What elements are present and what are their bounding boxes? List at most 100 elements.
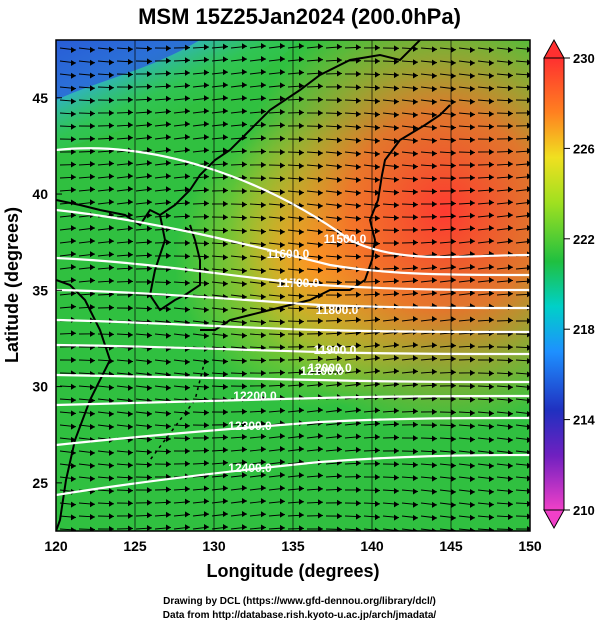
wind-arrow (135, 83, 153, 90)
wind-arrow (97, 526, 115, 531)
wind-arrow (477, 85, 495, 92)
wind-arrow (192, 56, 210, 63)
wind-arrow (59, 238, 77, 245)
x-axis-ticks: 120 125 130 135 140 145 150 (44, 538, 542, 554)
wind-arrow (420, 448, 438, 455)
wind-arrow (78, 501, 96, 508)
y-tick-label: 30 (32, 379, 48, 395)
wind-arrow (116, 512, 134, 519)
wind-arrow (97, 84, 115, 91)
wind-arrow (230, 254, 248, 261)
wind-arrow (230, 121, 248, 128)
wind-arrow (230, 134, 248, 141)
wind-arrow (287, 96, 305, 103)
wind-arrow (116, 278, 134, 285)
wind-arrow (154, 134, 172, 141)
wind-arrow (306, 176, 324, 183)
wind-arrow (496, 501, 514, 508)
wind-arrow (420, 98, 438, 105)
height-contour-line (56, 318, 530, 334)
wind-arrow (116, 160, 134, 167)
wind-arrow (97, 264, 115, 271)
wind-arrow (382, 316, 400, 323)
wind-arrow (97, 160, 115, 167)
wind-arrow (439, 162, 457, 169)
wind-arrow (439, 85, 457, 92)
wind-arrow (249, 202, 267, 209)
wind-arrow (287, 162, 305, 169)
wind-arrow (439, 72, 457, 79)
wind-arrow (249, 241, 267, 248)
wind-arrow (325, 57, 343, 64)
wind-arrow (173, 280, 191, 287)
wind-arrow (211, 498, 229, 505)
wind-arrow (401, 290, 419, 297)
wind-arrow (382, 421, 400, 428)
wind-arrow (97, 462, 115, 469)
wind-arrow (230, 459, 248, 466)
wind-arrow (78, 59, 96, 66)
wind-arrow (78, 199, 96, 206)
wind-arrow (306, 241, 324, 248)
wind-arrow (382, 111, 400, 118)
wind-arrow (116, 462, 134, 469)
wind-arrow (154, 448, 172, 455)
wind-arrow (211, 108, 229, 115)
wind-arrow (439, 475, 457, 482)
wind-arrow (154, 358, 172, 365)
wind-arrow (268, 407, 286, 414)
wind-arrow (97, 449, 115, 456)
wind-arrow (439, 200, 457, 207)
wind-arrow (401, 461, 419, 468)
wind-arrow (325, 342, 343, 349)
wind-arrow (287, 189, 305, 196)
wind-arrow (135, 238, 153, 245)
wind-arrow (211, 56, 229, 63)
wind-arrow (135, 436, 153, 443)
wind-arrow (116, 265, 134, 272)
wind-arrow (78, 135, 96, 142)
wind-arrow (439, 264, 457, 271)
wind-arrow (477, 410, 495, 417)
height-contours: 11500.0 11600.0 11700.0 11800.0 11900.0 12000… (56, 147, 530, 497)
wind-arrow (344, 342, 362, 349)
colorbar-gradient (543, 57, 565, 511)
wind-arrow (211, 174, 229, 181)
wind-arrow (230, 358, 248, 365)
wind-arrow (382, 176, 400, 183)
wind-arrow (325, 123, 343, 130)
wind-arrow (268, 215, 286, 222)
wind-arrow (439, 449, 457, 456)
wind-arrow (78, 97, 96, 104)
wind-arrow (211, 447, 229, 454)
wind-arrow (173, 498, 191, 505)
wind-arrow (192, 240, 210, 247)
wind-arrow (458, 396, 476, 403)
wind-arrow (268, 95, 286, 102)
wind-arrow (420, 111, 438, 118)
wind-arrow (249, 408, 267, 415)
wind-arrow (97, 358, 115, 365)
wind-arrow (78, 225, 96, 232)
wind-arrow (458, 501, 476, 508)
wind-arrow (287, 472, 305, 479)
y-axis-ticks: 25 30 35 40 45 (32, 90, 62, 491)
wind-arrow (211, 511, 229, 518)
wind-arrow (439, 342, 457, 349)
wind-arrow (173, 410, 191, 417)
wind-arrow (59, 161, 77, 168)
wind-arrow (420, 213, 438, 220)
wind-arrow (173, 524, 191, 531)
colorbar-tick-label: 230 (573, 51, 595, 66)
wind-arrow (401, 368, 419, 375)
wind-arrow (287, 331, 305, 338)
wind-arrow (477, 527, 495, 531)
wind-arrow (59, 290, 77, 297)
wind-arrow (249, 459, 267, 466)
wind-arrow (401, 514, 419, 521)
wind-arrow (135, 173, 153, 179)
height-contour-label: 12300.0 (228, 419, 272, 433)
wind-arrow (477, 264, 495, 271)
wind-arrow (173, 422, 191, 429)
wind-arrow (496, 397, 514, 404)
